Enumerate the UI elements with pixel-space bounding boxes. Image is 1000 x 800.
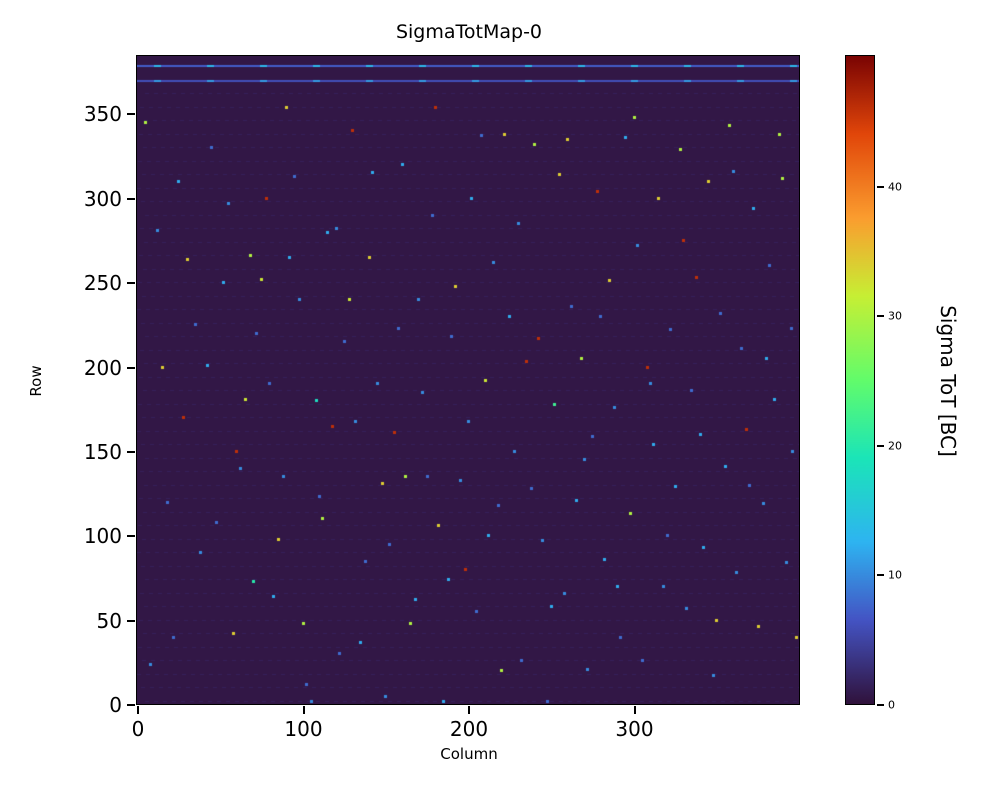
x-axis-label: Column: [440, 745, 498, 763]
x-tick-label: 200: [449, 717, 489, 741]
x-tick-mark: [633, 706, 636, 714]
colorbar-tick-label: 10: [888, 568, 902, 582]
x-axis-ticks: 0 100 200 300: [132, 706, 800, 750]
colorbar-tick-label: 40: [888, 180, 902, 194]
x-tick-label: 100: [284, 717, 323, 741]
chart-title: SigmaTotMap-0: [395, 21, 543, 43]
y-tick-mark: [127, 366, 135, 369]
y-axis-label: Row: [27, 365, 45, 397]
colorbar-tick-mark: [877, 574, 884, 577]
y-tick-label: 350: [83, 102, 122, 127]
x-tick-label: 0: [131, 717, 145, 741]
y-tick-label: 0: [109, 693, 122, 717]
y-tick-label: 250: [83, 271, 122, 296]
y-tick-label: 300: [83, 186, 122, 211]
y-tick-mark: [127, 535, 135, 538]
x-tick-mark: [468, 706, 470, 714]
colorbar-ticks: 0 10 20 30 40: [877, 57, 937, 712]
colorbar-label: Sigma ToT [BC]: [936, 305, 960, 457]
colorbar-tick-label: 30: [888, 309, 902, 323]
y-axis-ticks: 0 50 100 150 200 250 300 350: [0, 57, 135, 717]
y-tick-label: 150: [83, 439, 122, 464]
y-tick-label: 100: [83, 524, 122, 549]
y-tick-label: 200: [83, 355, 122, 380]
colorbar-canvas: [846, 56, 874, 704]
y-tick-mark: [127, 113, 135, 116]
colorbar-tick-label: 0: [888, 698, 895, 712]
x-tick-mark: [302, 706, 305, 714]
x-tick-mark: [137, 706, 139, 714]
x-tick-label: 300: [615, 717, 654, 741]
colorbar-tick-label: 20: [888, 439, 902, 453]
colorbar-tick-mark: [877, 704, 884, 706]
colorbar: [845, 55, 875, 705]
plot-area: [136, 55, 800, 705]
y-tick-label: 50: [96, 608, 122, 633]
heatmap-canvas: [137, 56, 799, 704]
y-tick-mark: [127, 619, 135, 622]
colorbar-tick-mark: [877, 185, 884, 188]
y-tick-mark: [127, 704, 135, 706]
colorbar-tick-mark: [877, 315, 884, 318]
y-tick-mark: [127, 282, 135, 285]
y-tick-mark: [127, 450, 135, 453]
colorbar-tick-mark: [877, 444, 884, 447]
y-tick-mark: [127, 197, 135, 200]
